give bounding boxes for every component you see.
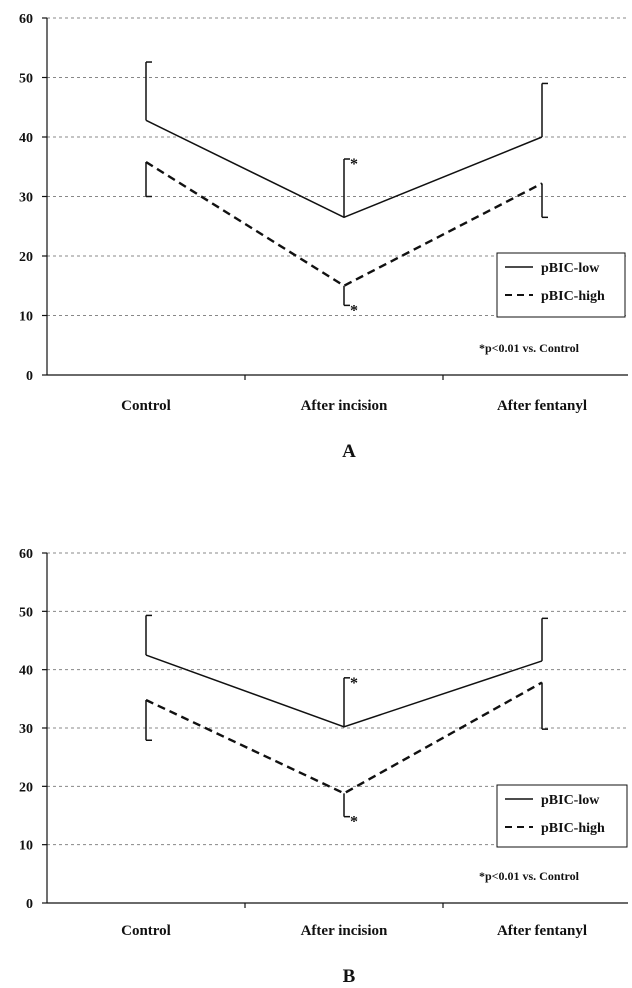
- legend-box: [496, 252, 626, 318]
- panel-label: B: [343, 966, 356, 987]
- significance-note: *p<0.01 vs. Control: [479, 341, 580, 355]
- significance-note: *p<0.01 vs. Control: [479, 869, 580, 883]
- y-tick-label: 30: [19, 191, 33, 206]
- y-tick-label: 50: [19, 72, 33, 87]
- y-tick-label: 0: [26, 897, 33, 912]
- y-tick-label: 40: [19, 664, 33, 679]
- significance-star: *: [350, 302, 358, 319]
- x-category-label: Control: [121, 398, 171, 414]
- y-tick-label: 60: [19, 547, 33, 562]
- x-category-label: After incision: [301, 923, 388, 939]
- y-tick-label: 20: [19, 250, 33, 265]
- legend-label: pBIC-low: [541, 793, 600, 808]
- y-tick-label: 10: [19, 839, 33, 854]
- significance-star: *: [350, 814, 358, 831]
- y-tick-label: 30: [19, 722, 33, 737]
- y-tick-label: 60: [19, 12, 33, 27]
- x-category-label: After fentanyl: [497, 923, 587, 939]
- y-tick-label: 20: [19, 780, 33, 795]
- legend-box: [496, 784, 628, 848]
- legend-label: pBIC-high: [541, 289, 605, 304]
- series-line-pbic-high: [145, 681, 543, 795]
- x-category-label: After incision: [301, 398, 388, 414]
- y-tick-label: 40: [19, 131, 33, 146]
- y-tick-label: 10: [19, 310, 33, 325]
- series-line-pbic-high: [145, 160, 543, 288]
- y-tick-label: 0: [26, 369, 33, 384]
- x-category-label: Control: [121, 923, 171, 939]
- significance-star: *: [350, 675, 358, 692]
- y-tick-label: 50: [19, 605, 33, 620]
- panel-label: A: [342, 441, 356, 462]
- x-category-label: After fentanyl: [497, 398, 587, 414]
- legend-label: pBIC-low: [541, 261, 600, 276]
- legend-label: pBIC-high: [541, 821, 605, 836]
- significance-star: *: [350, 156, 358, 173]
